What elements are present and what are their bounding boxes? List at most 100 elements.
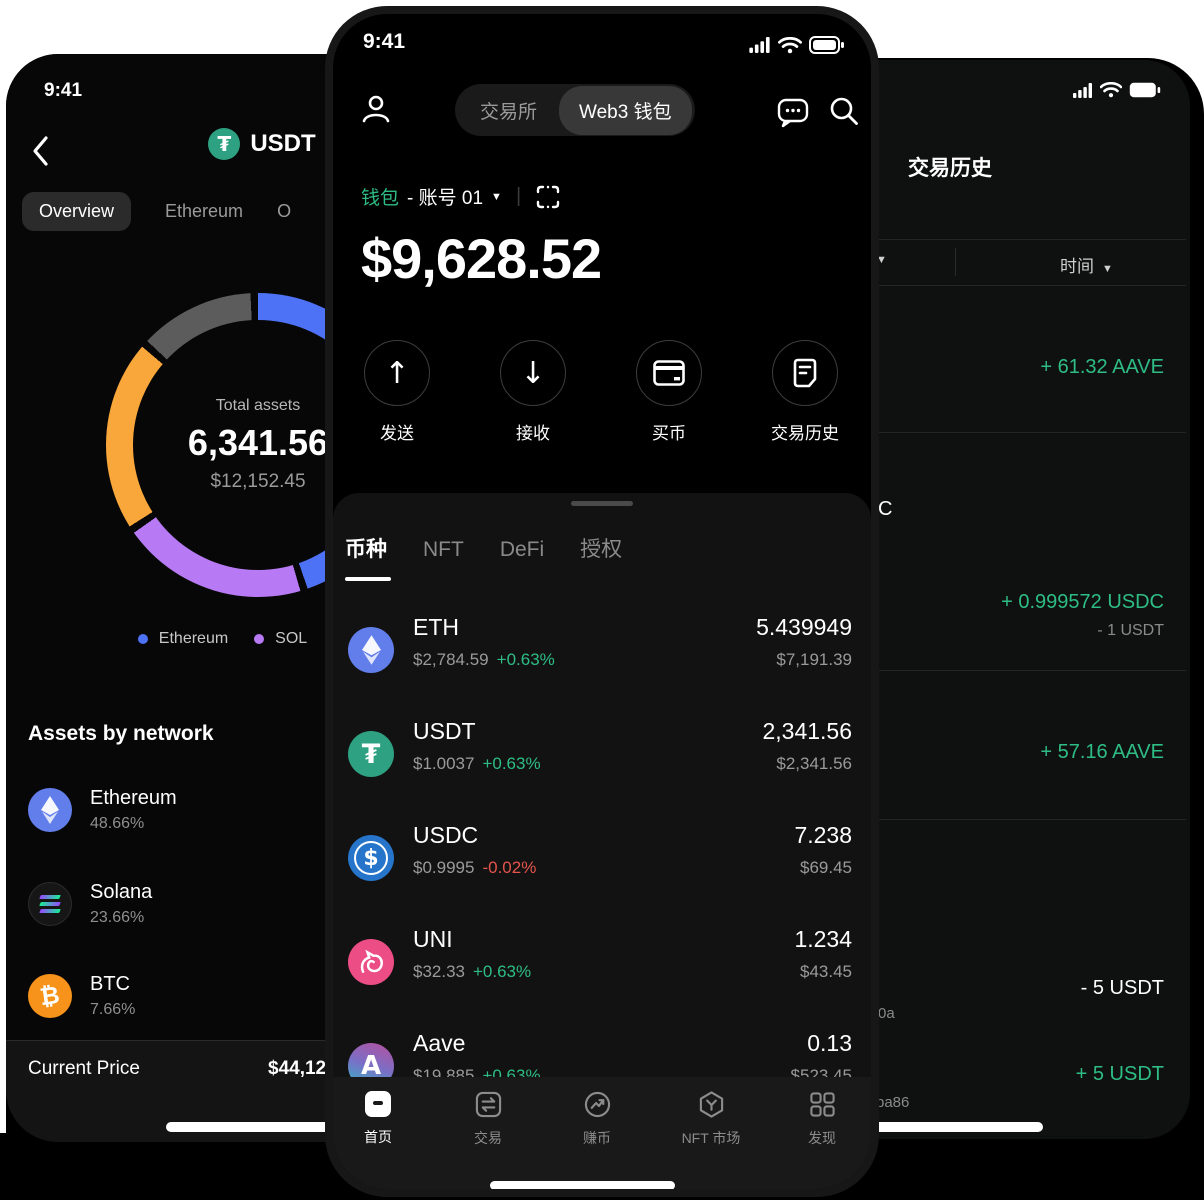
nav-earn[interactable]: 赚币 [552, 1091, 642, 1148]
person-icon [362, 95, 390, 123]
phone-center-wallet: 9:41 交易所 Web3 钱包 钱包 - 账号 01 [325, 6, 879, 1197]
current-price-value: $44,12 [268, 1058, 327, 1079]
search-icon [830, 97, 858, 125]
history-page-title: 交易历史 [908, 157, 992, 180]
tab-overview[interactable]: Overview [22, 192, 132, 231]
network-row-solana[interactable]: Solana 23.66% [28, 881, 152, 927]
tx-sub-amount: - 1 USDT [1097, 622, 1164, 639]
token-symbol-title: USDT [250, 130, 316, 157]
arrow-up-icon: ↑ [384, 355, 410, 391]
wallet-label: 钱包 [361, 188, 400, 209]
center-screen: 9:41 交易所 Web3 钱包 钱包 - 账号 01 [333, 14, 871, 1189]
arrow-down-icon: ↓ [520, 355, 546, 391]
usdt-icon: ₮ [208, 128, 241, 160]
card-icon [653, 360, 685, 386]
trade-icon [475, 1091, 501, 1118]
legend-sol: SOL [254, 630, 307, 648]
network-row-ethereum[interactable]: Ethereum 48.66% [28, 787, 177, 833]
token-row-usdt[interactable]: ₮ USDT $1.0037 +0.63% 2,341.56 $2,341.56 [333, 702, 871, 806]
tx-amount[interactable]: + 5 USDT [1075, 1063, 1164, 1085]
wifi-icon [778, 36, 802, 53]
account-name: - 账号 01 [407, 188, 484, 209]
nav-home[interactable]: 首页 [333, 1091, 423, 1147]
scan-icon[interactable] [535, 184, 561, 210]
current-price-label: Current Price [28, 1058, 140, 1079]
search-button[interactable] [827, 94, 861, 128]
tx-amount[interactable]: + 57.16 AAVE [1040, 741, 1164, 763]
token-page-title: ₮ USDT [6, 128, 518, 160]
home-indicator-right [790, 1122, 1043, 1132]
donut-center-text: Total assets 6,341.56 $12,152.45 [106, 293, 410, 597]
divider [690, 670, 1186, 671]
network-row-btc[interactable]: ₿ BTC 7.66% [28, 973, 135, 1019]
divider [690, 432, 1186, 433]
legend-dot-sol [254, 634, 265, 644]
tab-clipped[interactable]: O [277, 201, 292, 221]
center-status-time: 9:41 [363, 30, 406, 53]
support-chat-button[interactable] [775, 94, 811, 130]
center-status-icons [749, 36, 845, 54]
time-filter-dropdown[interactable]: 时间 ▼ [1060, 257, 1113, 276]
tab-ethereum[interactable]: Ethereum [165, 201, 244, 221]
token-row-usdc[interactable]: $ USDC $0.9995 -0.02% 7.238 $69.45 [333, 806, 871, 910]
chat-icon [777, 98, 809, 128]
nft-hexagon-icon [699, 1091, 723, 1118]
legend-ethereum: Ethereum [137, 630, 228, 648]
filter-left-caret-icon[interactable]: ▼ [876, 254, 887, 266]
token-row-eth[interactable]: ETH $2,784.59 +0.63% 5.439949 $7,191.39 [333, 598, 871, 702]
divider [690, 819, 1186, 820]
segment-exchange[interactable]: 交易所 [480, 101, 538, 123]
tab-nft[interactable]: NFT [423, 538, 464, 561]
profile-button[interactable] [359, 92, 393, 126]
nav-trade[interactable]: 交易 [443, 1091, 533, 1148]
separator: | [515, 185, 522, 207]
nav-nft-market[interactable]: NFT 市场 [666, 1091, 756, 1148]
tx-address-fragment: 0a [878, 1005, 895, 1022]
divider [690, 285, 1186, 286]
total-assets-value: 6,341.56 [187, 422, 329, 463]
tab-coins[interactable]: 币种 [345, 538, 387, 561]
tab-approvals[interactable]: 授权 [580, 538, 623, 561]
tab-defi[interactable]: DeFi [499, 538, 545, 561]
battery-icon [1129, 82, 1161, 98]
history-button[interactable]: 交易历史 [755, 340, 855, 444]
home-icon [365, 1091, 391, 1117]
tx-title-fragment: C [878, 498, 893, 520]
solana-icon [28, 882, 72, 926]
history-doc-icon [793, 358, 817, 388]
assets-sheet: 币种 NFT DeFi 授权 ETH $2,784.59 +0.63% 5.439… [333, 493, 871, 1189]
filter-separator [955, 248, 956, 276]
btc-icon: ₿ [28, 974, 72, 1018]
legend-dot-ethereum [137, 634, 148, 644]
signal-icon [749, 37, 770, 53]
buy-crypto-button[interactable]: 买币 [619, 340, 719, 444]
account-selector[interactable]: 钱包 - 账号 01 ▼ | [361, 183, 561, 210]
receive-button[interactable]: ↓ 接收 [483, 340, 583, 444]
signal-icon [1073, 82, 1092, 98]
usdc-icon: $ [348, 835, 394, 881]
tx-address-fragment: ba86 [876, 1094, 910, 1111]
tx-amount[interactable]: - 5 USDT [1080, 977, 1164, 999]
ethereum-icon [28, 788, 72, 832]
bottom-nav: 首页 交易 赚币 NFT 市场 发现 [333, 1077, 871, 1189]
send-button[interactable]: ↑ 发送 [347, 340, 447, 444]
divider [690, 239, 1186, 240]
total-balance: $9,628.52 [361, 227, 602, 290]
segmented-control: 交易所 Web3 钱包 [455, 84, 695, 136]
wifi-icon [1100, 82, 1122, 98]
eth-icon [348, 627, 394, 673]
tx-amount[interactable]: + 61.32 AAVE [1040, 356, 1164, 378]
right-status-icons [1073, 82, 1161, 98]
token-row-uni[interactable]: UNI $32.33 +0.63% 1.234 $43.45 [333, 910, 871, 1014]
segment-web3-wallet[interactable]: Web3 钱包 [559, 85, 692, 135]
assets-by-network-title: Assets by network [28, 722, 214, 745]
back-button[interactable] [30, 134, 50, 168]
battery-icon [809, 36, 844, 54]
nav-discover[interactable]: 发现 [777, 1091, 867, 1148]
home-indicator-center [490, 1181, 675, 1189]
caret-down-icon: ▼ [1102, 263, 1113, 275]
tx-amount[interactable]: + 0.999572 USDC [1001, 591, 1164, 613]
drag-handle[interactable] [571, 501, 633, 506]
discover-grid-icon [809, 1092, 835, 1117]
